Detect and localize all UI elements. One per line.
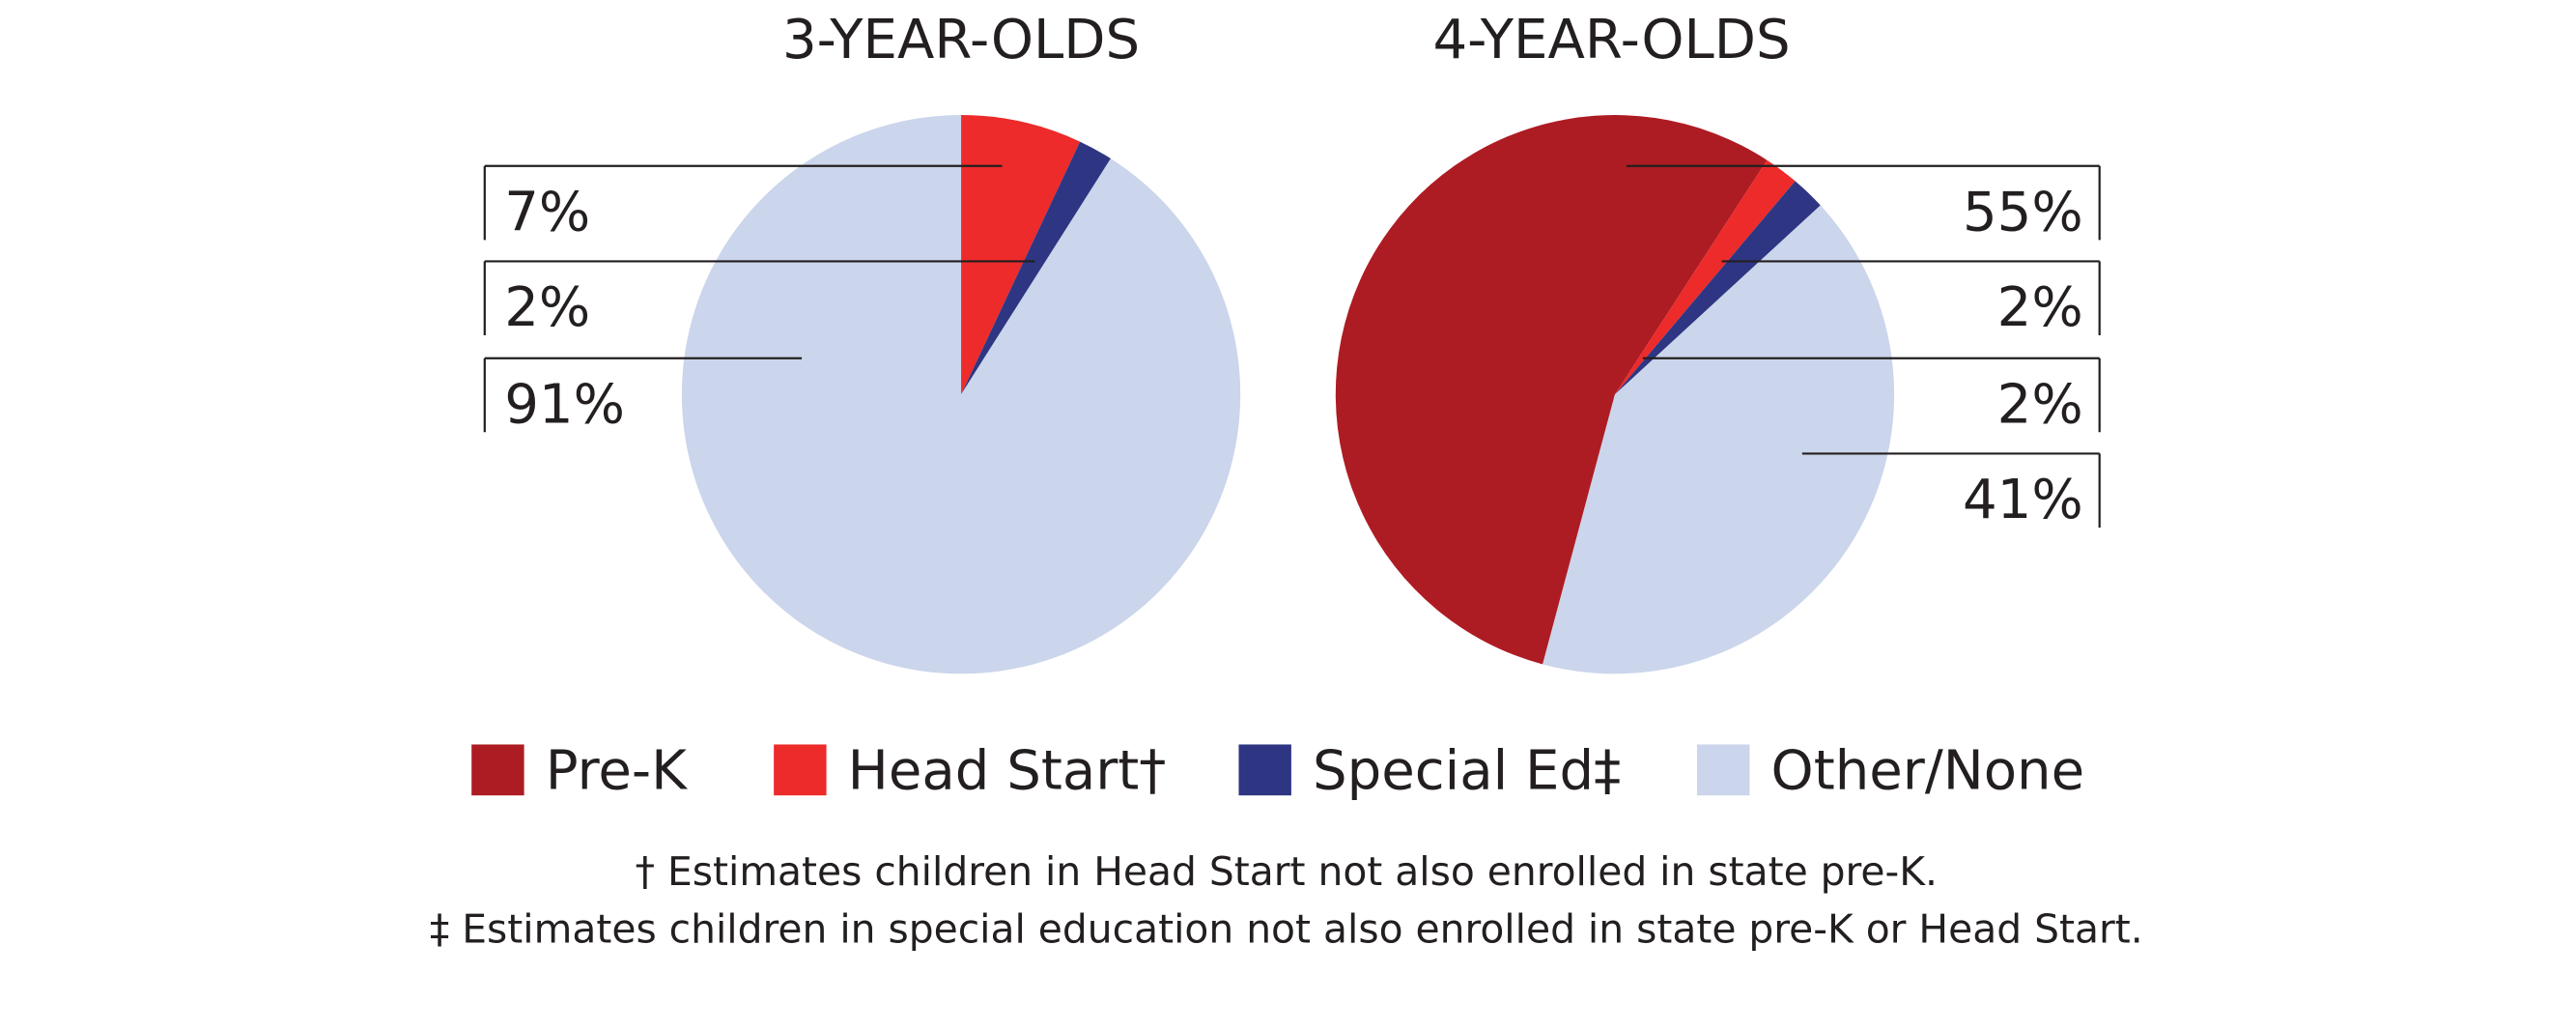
data-label: 55% bbox=[1963, 181, 2083, 243]
data-label: 41% bbox=[1963, 469, 2083, 531]
legend-label: Special Ed‡ bbox=[1313, 740, 1621, 803]
legend-swatch bbox=[1696, 744, 1750, 796]
pie-slice bbox=[961, 115, 1081, 395]
legend-label: Pre-K bbox=[546, 740, 688, 803]
pie-slice bbox=[1543, 205, 1895, 674]
legend-swatch bbox=[1238, 744, 1291, 796]
legend-label: Head Start† bbox=[848, 740, 1167, 803]
legend-label: Other/None bbox=[1771, 740, 2085, 803]
footnote: ‡ Estimates children in special educatio… bbox=[430, 905, 2143, 952]
pie-title: 3-YEAR-OLDS bbox=[782, 9, 1140, 72]
legend-swatch bbox=[471, 744, 524, 796]
data-label: 91% bbox=[504, 373, 625, 436]
pie-slice bbox=[961, 141, 1111, 395]
footnote: † Estimates children in Head Start not a… bbox=[636, 848, 1938, 895]
data-label: 7% bbox=[504, 181, 590, 243]
data-label: 2% bbox=[504, 276, 590, 339]
data-label: 2% bbox=[1997, 373, 2083, 436]
pie-slice bbox=[1614, 181, 1821, 395]
legend-swatch bbox=[774, 744, 827, 796]
pie-title: 4-YEAR-OLDS bbox=[1432, 9, 1790, 72]
pie-slice bbox=[1614, 159, 1796, 395]
data-label: 2% bbox=[1997, 276, 2083, 339]
pie-slice bbox=[1335, 115, 1768, 665]
pie-slice bbox=[681, 115, 1241, 674]
